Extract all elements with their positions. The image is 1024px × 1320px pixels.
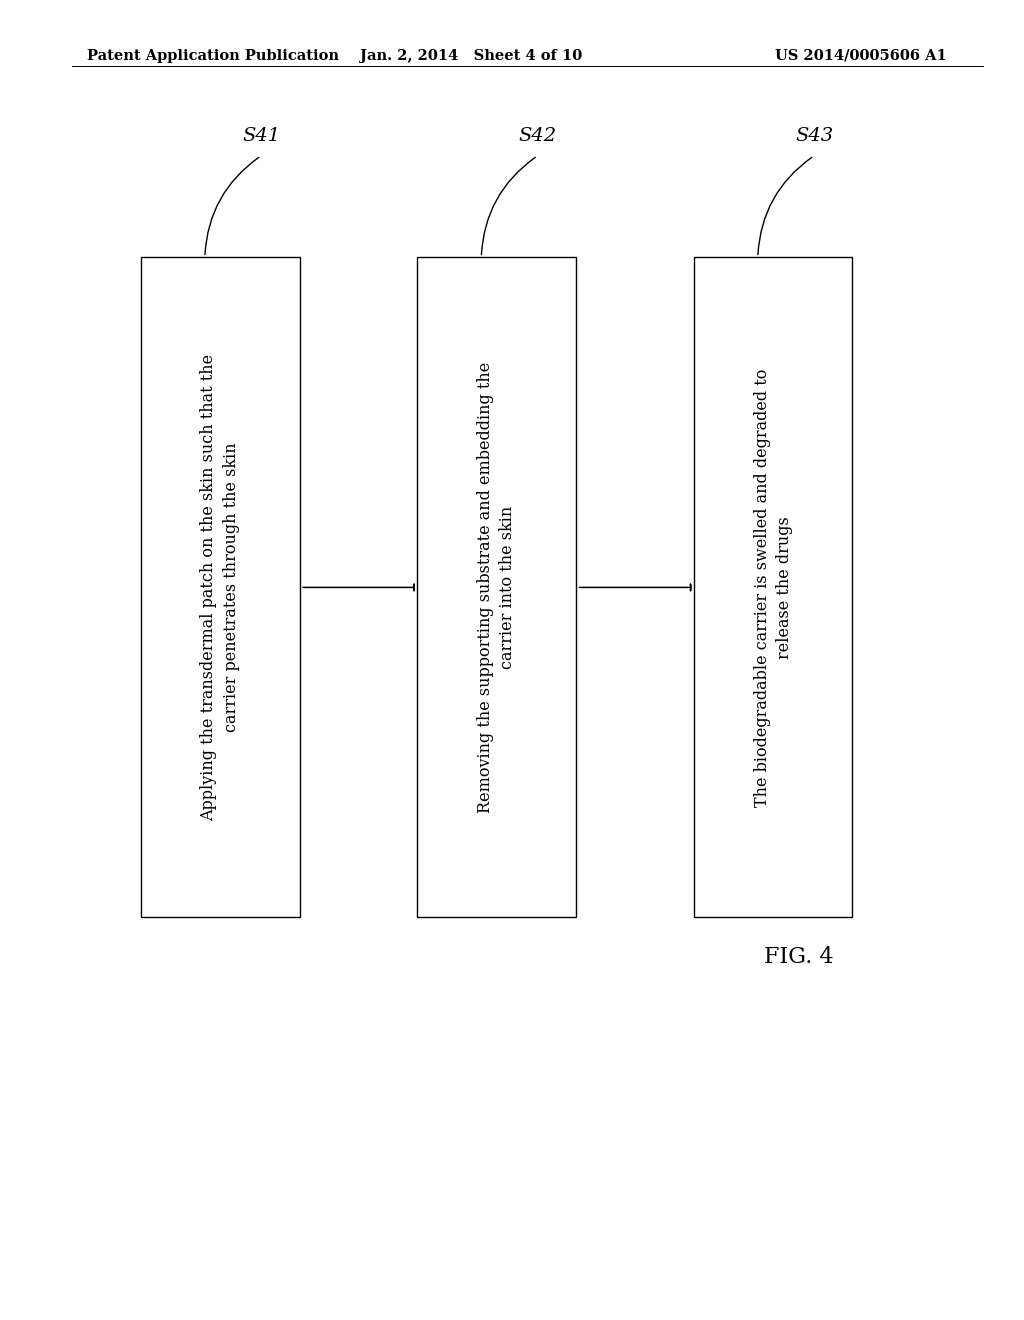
Text: FIG. 4: FIG. 4: [764, 946, 834, 968]
Text: US 2014/0005606 A1: US 2014/0005606 A1: [775, 49, 947, 63]
Text: Removing the supporting substrate and embedding the
carrier into the skin: Removing the supporting substrate and em…: [477, 362, 516, 813]
Text: The biodegradable carrier is swelled and degraded to
release the drugs: The biodegradable carrier is swelled and…: [754, 368, 793, 807]
Bar: [141, 257, 299, 917]
Text: Patent Application Publication: Patent Application Publication: [87, 49, 339, 63]
Text: S43: S43: [795, 127, 834, 145]
Bar: [694, 257, 852, 917]
Text: Applying the transdermal patch on the skin such that the
carrier penetrates thro: Applying the transdermal patch on the sk…: [201, 354, 240, 821]
Text: Jan. 2, 2014   Sheet 4 of 10: Jan. 2, 2014 Sheet 4 of 10: [359, 49, 583, 63]
Text: S41: S41: [242, 127, 281, 145]
Text: S42: S42: [518, 127, 557, 145]
Bar: [418, 257, 575, 917]
